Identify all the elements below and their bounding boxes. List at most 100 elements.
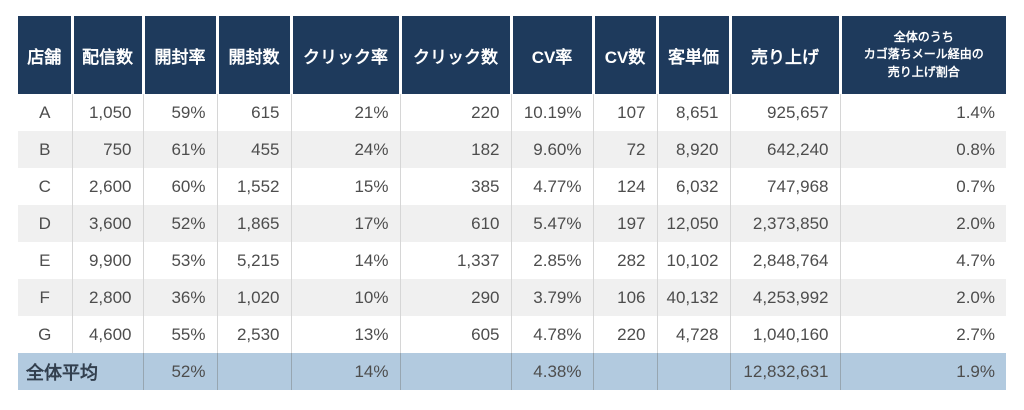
value-cell: 197 [593, 205, 658, 242]
value-cell: 5,215 [217, 242, 292, 279]
value-cell: 40,132 [657, 279, 731, 316]
value-cell: 282 [593, 242, 658, 279]
value-cell: 10.19% [511, 94, 594, 131]
col-header-cart-abandon-share: 全体のうち カゴ落ちメール経由の 売り上げ割合 [840, 16, 1006, 94]
email-kpi-table: 店舗 配信数 開封率 開封数 クリック率 クリック数 CV率 CV数 客単価 売… [18, 16, 1006, 390]
summary-cart-abandon-share: 1.9% [840, 353, 1006, 390]
value-cell: 21% [291, 94, 401, 131]
value-cell: 72 [593, 131, 658, 168]
store-cell: B [18, 131, 73, 168]
value-cell: 1,040,160 [730, 316, 841, 353]
value-cell: 1.4% [840, 94, 1006, 131]
value-cell: 455 [217, 131, 292, 168]
table-row: F 2,800 36% 1,020 10% 290 3.79% 106 40,132 4,253,… [18, 279, 1006, 316]
store-cell: F [18, 279, 73, 316]
value-cell: 12,050 [657, 205, 731, 242]
value-cell: 8,651 [657, 94, 731, 131]
table-row: D 3,600 52% 1,865 17% 610 5.47% 197 12,050 2,373,… [18, 205, 1006, 242]
value-cell: 10,102 [657, 242, 731, 279]
summary-clicks [400, 353, 512, 390]
col-header-open-rate: 開封率 [143, 16, 219, 94]
value-cell: 220 [593, 316, 658, 353]
col-header-sales: 売り上げ [730, 16, 842, 94]
value-cell: 9.60% [511, 131, 594, 168]
value-cell: 106 [593, 279, 658, 316]
value-cell: 747,968 [730, 168, 841, 205]
value-cell: 4.78% [511, 316, 594, 353]
table-row: E 9,900 53% 5,215 14% 1,337 2.85% 282 10,102 2,84… [18, 242, 1006, 279]
value-cell: 61% [143, 131, 218, 168]
value-cell: 15% [291, 168, 401, 205]
value-cell: 642,240 [730, 131, 841, 168]
value-cell: 1,050 [72, 94, 144, 131]
value-cell: 610 [400, 205, 512, 242]
value-cell: 53% [143, 242, 218, 279]
value-cell: 14% [291, 242, 401, 279]
col-header-cv-rate: CV率 [511, 16, 595, 94]
summary-aov [657, 353, 731, 390]
col-header-click-rate: クリック率 [291, 16, 402, 94]
store-cell: G [18, 316, 73, 353]
value-cell: 2,800 [72, 279, 144, 316]
value-cell: 750 [72, 131, 144, 168]
value-cell: 0.7% [840, 168, 1006, 205]
value-cell: 2,600 [72, 168, 144, 205]
value-cell: 2,848,764 [730, 242, 841, 279]
value-cell: 1,337 [400, 242, 512, 279]
value-cell: 4,600 [72, 316, 144, 353]
summary-open-rate: 52% [143, 353, 218, 390]
value-cell: 4,728 [657, 316, 731, 353]
value-cell: 3.79% [511, 279, 594, 316]
table-row: G 4,600 55% 2,530 13% 605 4.78% 220 4,728 1,040,1… [18, 316, 1006, 353]
value-cell: 1,552 [217, 168, 292, 205]
value-cell: 24% [291, 131, 401, 168]
value-cell: 6,032 [657, 168, 731, 205]
value-cell: 2.0% [840, 279, 1006, 316]
value-cell: 13% [291, 316, 401, 353]
value-cell: 124 [593, 168, 658, 205]
value-cell: 2.7% [840, 316, 1006, 353]
table-row: B 750 61% 455 24% 182 9.60% 72 8,920 642,240 0.8% [18, 131, 1006, 168]
value-cell: 9,900 [72, 242, 144, 279]
value-cell: 5.47% [511, 205, 594, 242]
value-cell: 0.8% [840, 131, 1006, 168]
value-cell: 52% [143, 205, 218, 242]
store-cell: A [18, 94, 73, 131]
value-cell: 2,530 [217, 316, 292, 353]
summary-cv-rate: 4.38% [511, 353, 594, 390]
value-cell: 1,865 [217, 205, 292, 242]
col-header-opens: 開封数 [217, 16, 293, 94]
table-row: A 1,050 59% 615 21% 220 10.19% 107 8,651 925,657 1… [18, 94, 1006, 131]
value-cell: 10% [291, 279, 401, 316]
value-cell: 17% [291, 205, 401, 242]
value-cell: 4.77% [511, 168, 594, 205]
value-cell: 2,373,850 [730, 205, 841, 242]
value-cell: 385 [400, 168, 512, 205]
value-cell: 59% [143, 94, 218, 131]
value-cell: 55% [143, 316, 218, 353]
value-cell: 182 [400, 131, 512, 168]
value-cell: 2.0% [840, 205, 1006, 242]
value-cell: 3,600 [72, 205, 144, 242]
header-row: 店舗 配信数 開封率 開封数 クリック率 クリック数 CV率 CV数 客単価 売… [18, 16, 1006, 94]
table-body: A 1,050 59% 615 21% 220 10.19% 107 8,651 925,657 1… [18, 94, 1006, 353]
value-cell: 107 [593, 94, 658, 131]
value-cell: 4.7% [840, 242, 1006, 279]
value-cell: 290 [400, 279, 512, 316]
value-cell: 1,020 [217, 279, 292, 316]
summary-label: 全体平均 [18, 353, 144, 390]
col-header-aov: 客単価 [657, 16, 732, 94]
value-cell: 60% [143, 168, 218, 205]
value-cell: 8,920 [657, 131, 731, 168]
value-cell: 925,657 [730, 94, 841, 131]
col-header-cv-count: CV数 [593, 16, 659, 94]
store-cell: D [18, 205, 73, 242]
col-header-store: 店舗 [18, 16, 74, 94]
value-cell: 4,253,992 [730, 279, 841, 316]
value-cell: 615 [217, 94, 292, 131]
value-cell: 605 [400, 316, 512, 353]
value-cell: 220 [400, 94, 512, 131]
summary-sales: 12,832,631 [730, 353, 841, 390]
value-cell: 2.85% [511, 242, 594, 279]
summary-cv-count [593, 353, 658, 390]
